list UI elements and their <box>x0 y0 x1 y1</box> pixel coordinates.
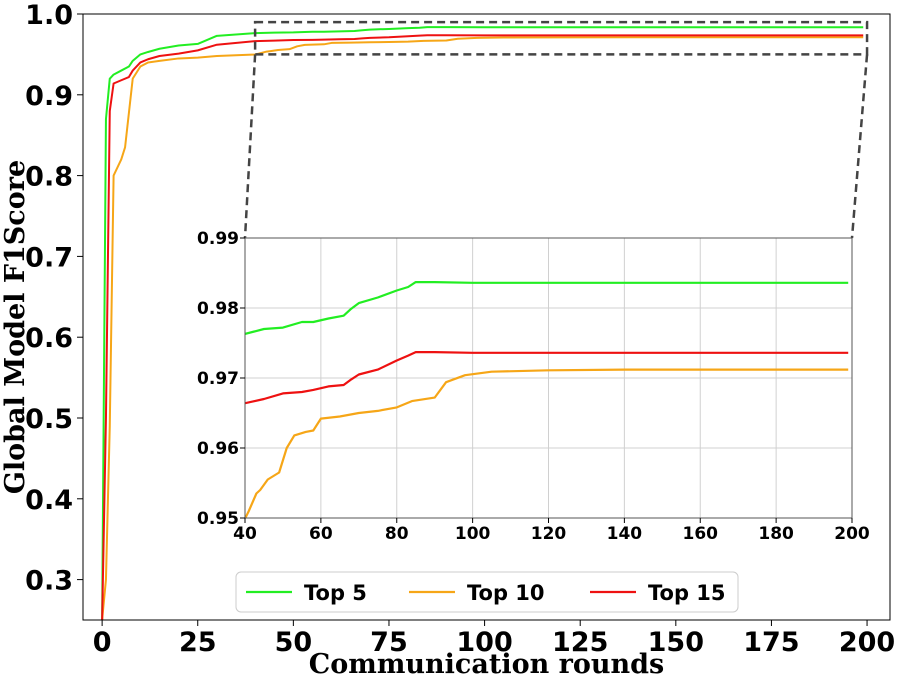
x-tick-label: 0 <box>93 627 112 658</box>
y-tick-label: 0.5 <box>25 404 73 435</box>
inset-series-line-top-15 <box>245 351 849 405</box>
x-tick-label: 25 <box>179 627 217 658</box>
main-plot-frame <box>82 13 891 621</box>
inset-plot: 40 60 80 100 120 140 160 180 200 0.95 0.96 0.97 0.98… <box>197 229 870 544</box>
inset-series-lines <box>245 281 849 518</box>
x-tick-label: 75 <box>370 627 408 658</box>
inset-x-tick-label: 40 <box>233 524 257 544</box>
y-tick-label: 0.9 <box>25 81 73 112</box>
zoom-connector-right <box>850 54 869 239</box>
y-axis-label: Global Model F1Score <box>0 160 31 494</box>
inset-y-tick-label: 0.97 <box>197 369 239 389</box>
zoom-region-box <box>253 20 869 56</box>
inset-x-tick-label: 160 <box>683 524 719 544</box>
inset-x-tick-label: 180 <box>758 524 794 544</box>
inset-y-tick-label: 0.95 <box>197 509 239 529</box>
inset-x-tick-label: 60 <box>309 524 333 544</box>
y-tick-label: 0.4 <box>25 485 73 516</box>
zoom-indicator <box>243 20 869 239</box>
y-tick-label: 0.3 <box>25 566 73 597</box>
main-axis-ticks: 0 25 50 75 100 125 150 175 200 0.3 0.4 0.5 0.6 0.7 0.8… <box>25 0 895 658</box>
x-tick-label: 200 <box>839 627 895 658</box>
inset-x-tick-label: 120 <box>531 524 567 544</box>
inset-x-tick-label: 80 <box>385 524 409 544</box>
inset-y-tick-label: 0.96 <box>197 439 239 459</box>
inset-x-tick-label: 100 <box>455 524 491 544</box>
inset-y-tick-label: 0.99 <box>197 229 239 249</box>
legend-box <box>235 571 739 613</box>
y-tick-label: 0.7 <box>25 242 73 273</box>
inset-series-line-top-10 <box>245 368 849 518</box>
legend-label-top-5: Top 5 <box>304 581 367 605</box>
x-tick-label: 125 <box>552 627 608 658</box>
x-tick-label: 175 <box>743 627 799 658</box>
x-tick-label: 100 <box>456 627 512 658</box>
y-tick-label: 1.0 <box>25 0 73 31</box>
legend-label-top-10: Top 10 <box>467 581 545 605</box>
legend-label-top-15: Top 15 <box>648 581 726 605</box>
zoom-connector-left <box>243 54 257 239</box>
inset-x-tick-label: 200 <box>834 524 870 544</box>
x-axis-label: Communication rounds <box>309 649 664 680</box>
series-line-top-5 <box>101 26 864 620</box>
x-tick-label: 150 <box>648 627 704 658</box>
x-tick-label: 50 <box>275 627 313 658</box>
inset-x-tick-label: 140 <box>607 524 643 544</box>
legend: Top 5 Top 10 Top 15 <box>235 571 739 613</box>
y-tick-label: 0.6 <box>25 323 73 354</box>
series-line-top-15 <box>101 34 864 620</box>
main-series-lines <box>101 26 864 620</box>
series-line-top-10 <box>101 36 864 620</box>
y-tick-label: 0.8 <box>25 162 73 193</box>
inset-series-line-top-5 <box>245 281 849 335</box>
inset-y-tick-label: 0.98 <box>197 299 239 319</box>
